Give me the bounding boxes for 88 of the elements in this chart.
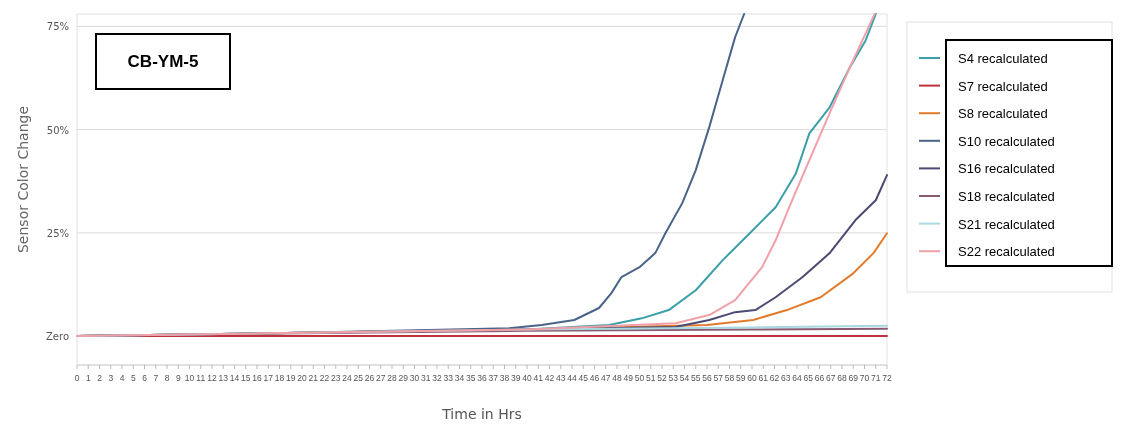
x-tick-label: 24 bbox=[342, 373, 352, 383]
x-tick-label: 33 bbox=[443, 373, 454, 383]
legend-label: S22 recalculated bbox=[958, 244, 1055, 260]
x-tick-label: 53 bbox=[668, 373, 679, 383]
x-tick-label: 48 bbox=[612, 373, 622, 383]
x-tick-label: 43 bbox=[556, 373, 566, 383]
legend-label: S8 recalculated bbox=[958, 106, 1048, 122]
x-tick-label: 46 bbox=[589, 373, 600, 383]
x-tick-label: 22 bbox=[319, 373, 330, 383]
x-tick-label: 18 bbox=[274, 373, 285, 383]
x-tick-label: 68 bbox=[837, 373, 847, 383]
x-tick-label: 38 bbox=[499, 373, 510, 383]
x-tick-label: 66 bbox=[814, 373, 825, 383]
legend-label: S16 recalculated bbox=[958, 161, 1055, 177]
legend-label: S21 recalculated bbox=[958, 216, 1055, 232]
x-tick-label: 5 bbox=[130, 373, 136, 383]
legend-label: S10 recalculated bbox=[958, 133, 1055, 149]
x-tick-label: 58 bbox=[724, 373, 735, 383]
legend-label: S18 recalculated bbox=[958, 189, 1055, 204]
x-tick-label: 25 bbox=[353, 373, 364, 383]
x-tick-label: 4 bbox=[119, 373, 125, 383]
x-tick-label: 55 bbox=[691, 373, 701, 383]
x-tick-label: 63 bbox=[781, 373, 791, 383]
x-tick-label: 65 bbox=[803, 373, 814, 383]
y-tick-label: Zero bbox=[45, 331, 69, 343]
x-tick-label: 60 bbox=[747, 373, 757, 383]
x-tick-label: 32 bbox=[432, 373, 442, 383]
x-tick-label: 8 bbox=[164, 373, 170, 383]
x-tick-label: 61 bbox=[758, 373, 769, 383]
x-tick-label: 1 bbox=[85, 373, 91, 383]
y-axis-title: Sensor Color Change bbox=[15, 105, 31, 254]
x-tick-label: 6 bbox=[142, 373, 148, 383]
x-tick-label: 41 bbox=[533, 373, 544, 383]
x-tick-label: 54 bbox=[679, 373, 690, 383]
x-tick-label: 51 bbox=[646, 373, 656, 383]
x-tick-label: 37 bbox=[488, 373, 499, 383]
x-tick-label: 45 bbox=[578, 373, 589, 383]
x-tick-label: 70 bbox=[859, 373, 870, 383]
x-tick-label: 14 bbox=[229, 373, 240, 383]
x-tick-label: 56 bbox=[702, 373, 712, 383]
x-tick-label: 69 bbox=[848, 373, 859, 383]
x-tick-label: 52 bbox=[657, 373, 667, 383]
x-tick-label: 3 bbox=[108, 373, 114, 383]
x-tick-label: 2 bbox=[97, 373, 103, 383]
x-tick-label: 49 bbox=[623, 373, 634, 383]
x-tick-label: 31 bbox=[421, 373, 431, 383]
x-tick-label: 10 bbox=[184, 373, 195, 383]
y-tick-label: 75% bbox=[46, 21, 69, 33]
x-tick-label: 57 bbox=[713, 373, 724, 383]
x-tick-label: 26 bbox=[364, 373, 375, 383]
x-tick-label: 47 bbox=[601, 373, 611, 383]
x-tick-label: 17 bbox=[263, 373, 274, 383]
legend-label: S7 recalculated bbox=[958, 78, 1048, 94]
x-tick-label: 44 bbox=[567, 373, 577, 383]
x-tick-label: 13 bbox=[218, 373, 229, 383]
x-tick-label: 20 bbox=[297, 373, 307, 383]
legend-label: S4 recalculated bbox=[958, 51, 1048, 66]
x-tick-label: 28 bbox=[387, 373, 397, 383]
annotation: CB-YM-5 bbox=[127, 52, 199, 71]
x-tick-label: 39 bbox=[511, 373, 521, 383]
x-tick-label: 36 bbox=[477, 373, 487, 383]
x-tick-label: 59 bbox=[736, 373, 746, 383]
x-tick-label: 27 bbox=[376, 373, 386, 383]
x-tick-label: 21 bbox=[308, 373, 319, 383]
x-tick-label: 9 bbox=[175, 373, 181, 383]
x-tick-label: 23 bbox=[331, 373, 341, 383]
x-tick-label: 15 bbox=[241, 373, 251, 383]
x-tick-label: 40 bbox=[522, 373, 532, 383]
y-tick-label: 50% bbox=[46, 124, 69, 136]
x-tick-label: 50 bbox=[634, 373, 645, 383]
x-tick-label: 42 bbox=[544, 373, 555, 383]
x-tick-label: 30 bbox=[409, 373, 420, 383]
x-tick-label: 12 bbox=[207, 373, 217, 383]
x-tick-label: 34 bbox=[454, 373, 465, 383]
x-tick-label: 0 bbox=[74, 373, 80, 383]
x-tick-label: 11 bbox=[196, 373, 206, 383]
x-tick-label: 62 bbox=[769, 373, 780, 383]
x-tick-label: 7 bbox=[153, 373, 159, 383]
x-tick-label: 35 bbox=[466, 373, 476, 383]
x-tick-label: 29 bbox=[398, 373, 409, 383]
x-tick-label: 64 bbox=[792, 373, 802, 383]
y-tick-label: 25% bbox=[46, 227, 69, 239]
x-tick-label: 19 bbox=[286, 373, 296, 383]
x-tick-label: 72 bbox=[882, 373, 892, 383]
x-tick-label: 67 bbox=[826, 373, 836, 383]
x-axis-title: Time in Hrs bbox=[441, 406, 522, 422]
x-tick-label: 71 bbox=[871, 373, 881, 383]
x-tick-label: 16 bbox=[252, 373, 262, 383]
